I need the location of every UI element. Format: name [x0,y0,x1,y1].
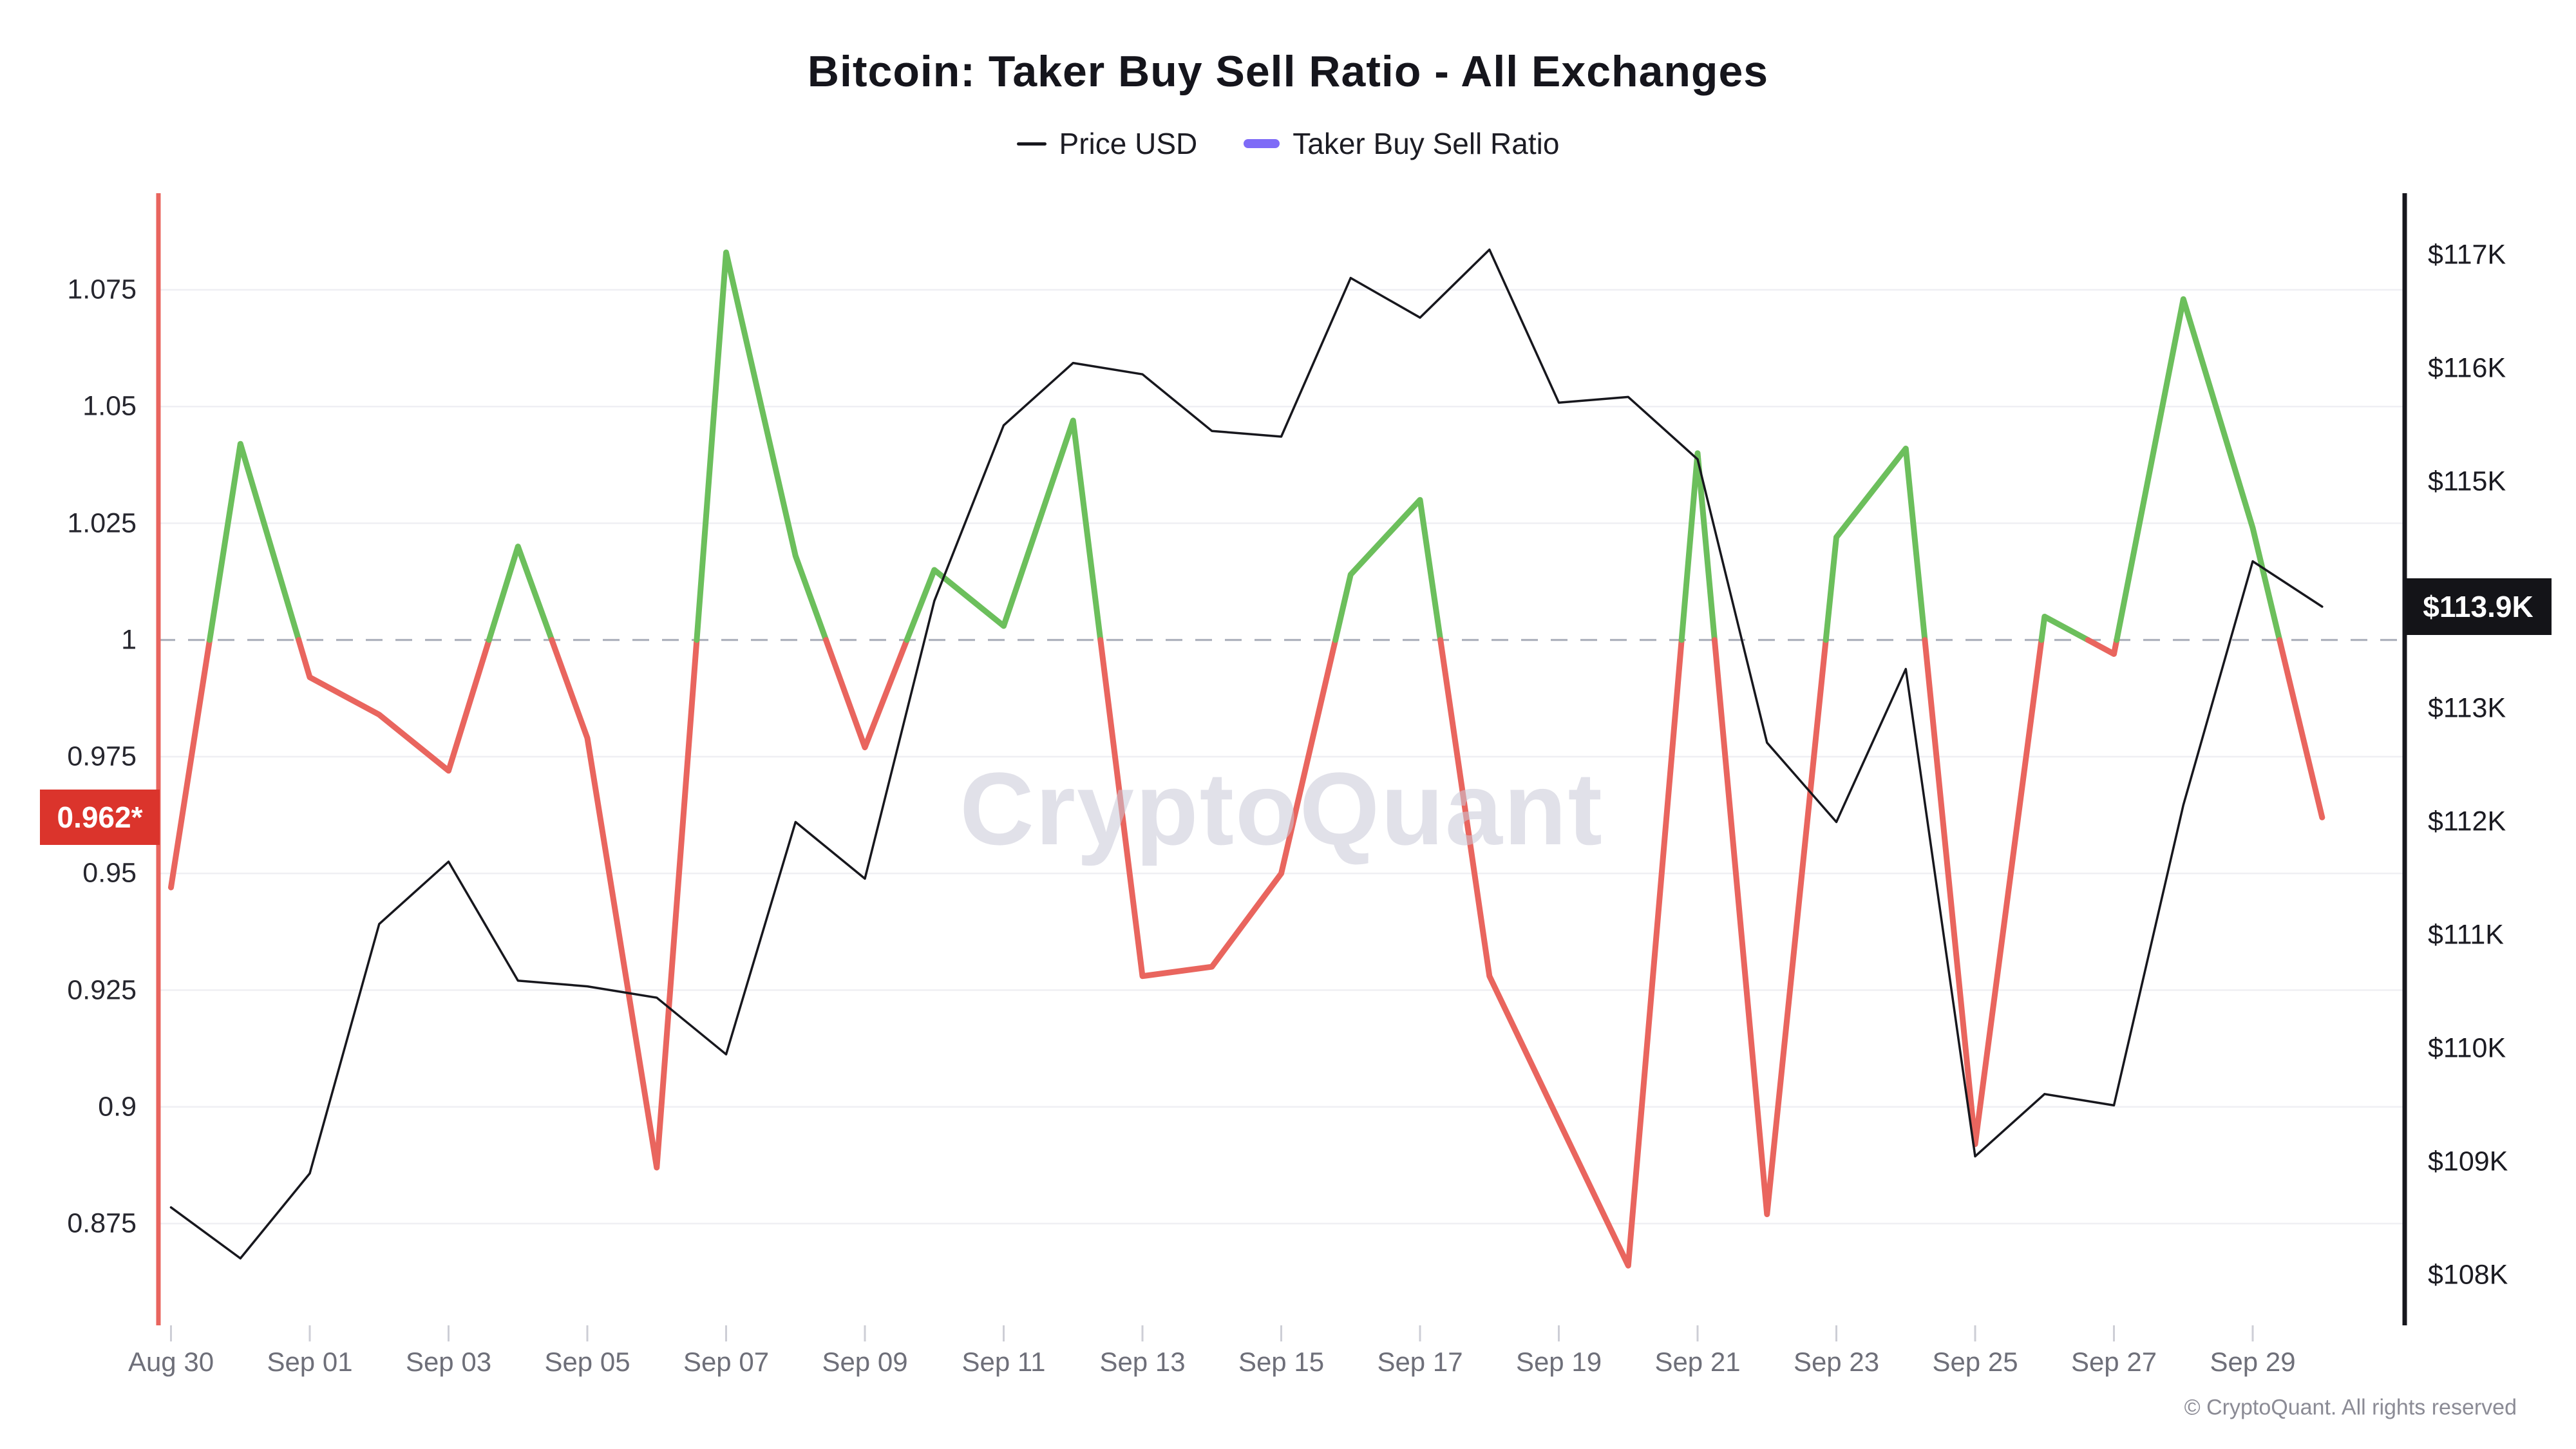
taker-buy-sell-ratio-line [823,637,910,750]
copyright-text: © CryptoQuant. All rights reserved [2184,1395,2517,1420]
left-axis-tick-label: 1.05 [82,390,137,422]
right-axis-tick-label: $113K [2428,692,2506,724]
x-axis-tick-label: Sep 11 [961,1347,1046,1377]
x-axis-tick-label: Sep 07 [683,1347,770,1377]
taker-buy-sell-ratio-line [2085,637,2120,657]
latest-price-badge: $113.9K [2405,578,2552,635]
taker-buy-sell-ratio-line [694,249,829,643]
taker-buy-sell-ratio-line [2114,296,2283,643]
taker-buy-sell-ratio-line [486,544,555,643]
right-axis-tick-label: $117K [2428,239,2506,270]
taker-buy-sell-ratio-line [1711,637,1829,1217]
x-axis-tick-label: Sep 29 [2210,1347,2296,1377]
taker-buy-sell-ratio-line [1332,497,1444,643]
right-axis-tick-label: $112K [2428,806,2506,837]
right-axis-tick-label: $108K [2428,1259,2508,1291]
x-axis-tick-label: Sep 01 [267,1347,353,1377]
left-axis-tick-label: 0.9 [98,1091,137,1122]
latest-ratio-badge: 0.962* [40,790,160,846]
right-axis-tick-label: $110K [2428,1032,2506,1064]
taker-buy-sell-ratio-line [168,637,213,891]
taker-buy-sell-ratio-line [296,637,492,774]
legend: Price USD Taker Buy Sell Ratio [0,126,2576,161]
page-title: Bitcoin: Taker Buy Sell Ratio - All Exch… [807,47,1769,96]
taker-buy-sell-ratio-line [2277,637,2325,820]
x-axis-tick-label: Sep 15 [1238,1347,1325,1377]
left-axis-tick-label: 1 [121,624,137,656]
x-axis-tick-label: Sep 27 [2070,1347,2157,1377]
x-axis-tick-label: Sep 13 [1099,1347,1186,1377]
taker-buy-sell-ratio-line [1823,446,1928,643]
left-axis-tick-label: 0.975 [67,741,137,772]
taker-buy-sell-ratio-line [1678,450,1718,643]
left-axis-tick-label: 0.925 [67,974,137,1005]
left-axis-tick-label: 1.075 [67,274,137,305]
taker-buy-sell-ratio-line [549,637,700,1171]
left-axis-tick-label: 0.875 [67,1208,137,1239]
x-axis-tick-label: Sep 19 [1515,1347,1602,1377]
taker-buy-sell-ratio-line [2038,614,2091,643]
x-axis-tick-label: Sep 17 [1377,1347,1463,1377]
legend-label: Price USD [1059,127,1198,160]
x-axis-tick-label: Aug 30 [128,1347,214,1377]
x-axis-tick-label: Sep 23 [1793,1347,1880,1377]
right-axis-tick-label: $111K [2428,919,2504,951]
taker-buy-sell-ratio-line [1437,637,1685,1269]
x-axis-tick-label: Sep 05 [544,1347,630,1377]
x-axis-tick-label: Sep 25 [1932,1347,2018,1377]
left-axis-tick-label: 0.95 [82,857,137,889]
x-axis-tick-label: Sep 09 [822,1347,908,1377]
legend-item-price-usd[interactable]: Price USD [1016,126,1198,161]
taker-buy-sell-ratio-line [904,417,1104,643]
right-axis-tick-label: $115K [2428,466,2506,497]
x-axis-tick-label: Sep 03 [405,1347,492,1377]
taker-ratio-legend-swatch [1244,139,1280,148]
x-axis-tick-label: Sep 21 [1654,1347,1741,1377]
taker-buy-sell-ratio-line [1097,637,1339,980]
taker-buy-sell-ratio-line [207,440,302,643]
price-usd-line [169,248,2324,1260]
legend-label: Taker Buy Sell Ratio [1293,127,1560,160]
price-usd-legend-swatch [1016,142,1046,146]
taker-buy-sell-ratio-line [1922,637,2045,1148]
right-axis-tick-label: $116K [2428,352,2506,384]
left-axis-tick-label: 1.025 [67,507,137,538]
right-axis-tick-label: $109K [2428,1146,2508,1177]
legend-item-taker-buy-sell-ratio[interactable]: Taker Buy Sell Ratio [1244,126,1559,161]
